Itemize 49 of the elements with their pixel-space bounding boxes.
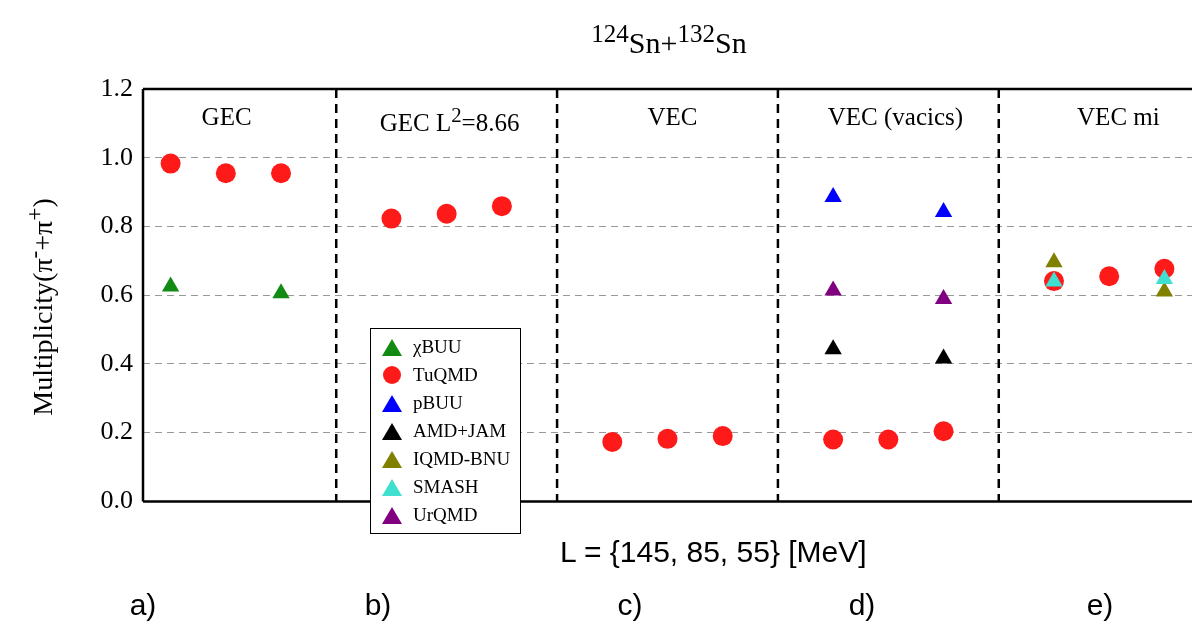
legend-label: UrQMD [413,504,478,526]
text: e) [1085,588,1115,622]
y-tick-label: 0.2 [100,416,133,446]
y-tick-label: 0.4 [100,347,133,377]
point [824,280,842,296]
y-tick-label: 1.2 [100,72,133,102]
annotation: VEC [646,103,699,131]
point [823,429,844,450]
point [824,186,842,202]
legend-label: pBUU [413,392,463,414]
y-tick-label: 0.6 [100,279,133,309]
point [271,163,292,184]
chart-title: $^{124}$Sn+$^{132}$Sn [590,20,748,60]
legend-label: χBUU [413,336,462,358]
point [215,163,236,184]
point [657,428,678,449]
point [1099,266,1120,287]
point [160,153,181,174]
point [272,283,290,299]
y-tick-label: 0.8 [100,210,133,240]
point [491,196,512,217]
point [161,276,180,292]
point [933,421,954,442]
legend-label: SMASH [413,476,479,498]
point [934,202,953,218]
point [878,429,899,450]
point [1045,252,1063,268]
point [1155,269,1174,285]
annotation: GEC [200,103,253,131]
point [934,348,953,364]
legend-label: IQMD-BNU [413,448,511,470]
y-tick-label: 1.0 [100,141,133,171]
annotation: GEC L$^{2}$=8.66 [378,103,521,138]
y-tick-label: 0.0 [100,485,133,515]
legend-label: TuQMD [413,364,478,386]
point [824,339,842,355]
point [381,208,402,229]
text: d) [847,588,877,622]
point [712,426,733,447]
annotation: VEC mi [1076,103,1161,131]
text: b) [363,588,393,622]
legend-label: AMD+JAM [413,420,507,442]
point [1045,271,1063,287]
point [436,203,457,224]
text: a) [128,588,158,622]
x-axis-title: L = {145, 85, 55} [MeV] [560,535,867,569]
point [602,431,623,452]
annotation: VEC (vacics) [826,103,965,131]
text: c) [616,588,644,622]
